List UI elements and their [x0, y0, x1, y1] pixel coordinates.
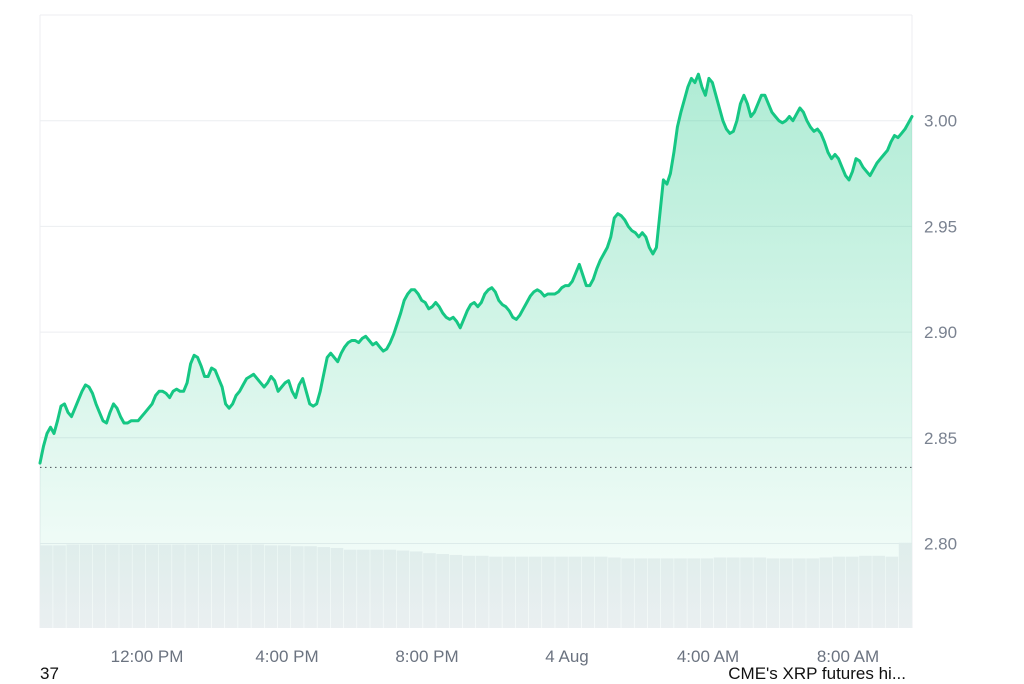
- footer-left-text: 37: [40, 664, 59, 683]
- x-tick-label: 8:00 PM: [395, 647, 458, 666]
- x-tick-label: 4:00 AM: [677, 647, 739, 666]
- price-area: [40, 74, 912, 628]
- price-area-fill: [40, 74, 912, 628]
- x-tick-label: 4 Aug: [545, 647, 589, 666]
- y-axis: 2.80 2.85 2.90 2.95 3.00: [924, 112, 957, 554]
- y-tick-label: 2.95: [924, 217, 957, 236]
- footer-news-link[interactable]: CME's XRP futures hi...: [728, 664, 906, 683]
- price-series-line[interactable]: [38, 72, 914, 465]
- x-tick-label: 12:00 PM: [111, 647, 184, 666]
- x-tick-label: 8:00 AM: [817, 647, 879, 666]
- y-tick-label: 2.85: [924, 429, 957, 448]
- y-tick-label: 3.00: [924, 112, 957, 131]
- x-tick-label: 4:00 PM: [255, 647, 318, 666]
- x-axis: 12:00 PM 4:00 PM 8:00 PM 4 Aug 4:00 AM 8:00 A…: [111, 647, 880, 666]
- y-tick-label: 2.80: [924, 534, 957, 553]
- price-line[interactable]: [38, 72, 914, 465]
- y-tick-label: 2.90: [924, 323, 957, 342]
